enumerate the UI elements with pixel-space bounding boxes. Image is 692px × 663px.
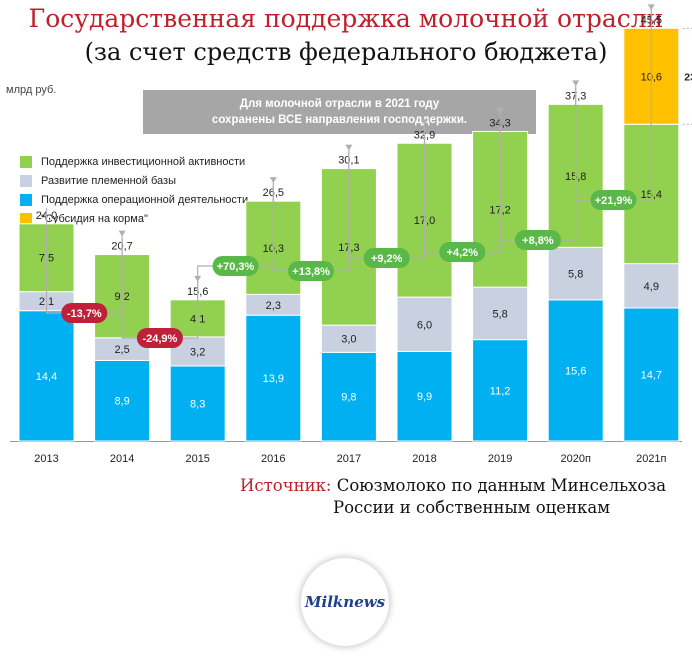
unit-label: млрд руб. <box>6 84 57 96</box>
change-bubble-label: -13,7% <box>67 308 102 320</box>
bar-value-label: 8,3 <box>190 398 205 410</box>
change-bubble <box>514 230 561 250</box>
change-bubble <box>288 261 335 281</box>
change-bubble-label: -24,9% <box>142 333 177 345</box>
legend-item-feed-subsidy: "Субсидия на корма" <box>20 209 248 228</box>
x-tick-label: 2016 <box>261 453 285 465</box>
legend-label: Развитие племенной базы <box>41 174 176 187</box>
bar-value-label: 3,2 <box>190 346 205 358</box>
x-tick-label: 2019 <box>488 453 512 465</box>
title-line-2: (за счет средств федерального бюджета) <box>84 38 608 66</box>
change-arrowhead <box>647 4 655 11</box>
bar-segment <box>320 351 377 442</box>
bar-segment <box>245 314 302 442</box>
change-bubble <box>363 248 410 268</box>
change-bubble <box>136 328 183 348</box>
change-bubble <box>590 190 637 210</box>
change-arrowhead <box>572 80 580 87</box>
bar-value-label: 4,9 <box>644 281 659 293</box>
bar-value-label: 9,9 <box>417 391 432 403</box>
change-bubble-label: +8,8% <box>522 235 554 247</box>
change-bubble-label: +70,3% <box>217 261 255 273</box>
bar-value-label: 5,8 <box>568 269 583 281</box>
share-label-bg <box>682 67 692 86</box>
x-tick-label: 2021п <box>636 453 666 465</box>
share-label: 23% <box>684 71 692 83</box>
source-label: Источник: <box>240 476 332 495</box>
bar-segment <box>472 339 529 442</box>
bar-segment <box>623 263 680 309</box>
change-bubble <box>61 303 108 323</box>
change-bubble-label: +4,2% <box>447 247 479 259</box>
legend-item-breeding: Развитие племенной базы <box>20 171 248 190</box>
info-banner: Для молочной отрасли в 2021 году сохране… <box>143 90 536 134</box>
change-bubble-label: +13,8% <box>292 266 330 278</box>
x-tick-label: 2017 <box>337 453 361 465</box>
bar-value-label: 8,9 <box>114 396 129 408</box>
bar-segment <box>623 307 680 442</box>
bar-segment <box>18 310 75 442</box>
legend-swatch <box>20 174 32 187</box>
change-bubble <box>212 256 259 276</box>
bar-segment <box>547 299 604 442</box>
legend-label: Поддержка операционной деятельности <box>41 193 249 206</box>
bar-value-label: 15,6 <box>565 365 586 377</box>
change-bubble-label: +21,9% <box>595 195 633 207</box>
banner-line-1: Для молочной отрасли в 2021 году <box>239 98 440 110</box>
change-arrowhead <box>118 230 126 237</box>
bar-value-label: 6,0 <box>417 319 432 331</box>
change-bubble-label: +9,2% <box>371 253 403 265</box>
x-tick-label: 2020п <box>560 453 590 465</box>
change-bubble <box>439 242 486 262</box>
source-line-2: России и собственным оценкам <box>333 498 611 517</box>
bar-value-label: 5,8 <box>492 308 507 320</box>
legend: Поддержка инвестиционной активности Разв… <box>20 152 248 228</box>
bar-value-label: 14,7 <box>641 369 662 381</box>
legend-swatch <box>20 155 32 168</box>
change-arrowhead <box>421 119 428 126</box>
legend-item-operational: Поддержка операционной деятельности <box>20 190 248 209</box>
change-arrowhead <box>345 144 353 151</box>
bar-segment <box>472 286 529 341</box>
logo-text: Milknews <box>304 593 386 611</box>
source-line-1: Союзмолоко по данным Минсельхоза <box>336 476 667 495</box>
source-note: Источник: Союзмолоко по данным Минсельхо… <box>240 475 666 519</box>
bar-value-label: 3,0 <box>341 334 356 346</box>
bar-segment <box>320 324 377 353</box>
bar-value-label: 14,4 <box>36 371 57 383</box>
x-tick-label: 2013 <box>34 453 58 465</box>
bar-segment <box>396 350 453 442</box>
legend-item-investment: Поддержка инвестиционной активности <box>20 152 248 171</box>
legend-swatch <box>20 212 32 225</box>
bar-value-label: 2,5 <box>114 344 129 356</box>
x-tick-label: 2014 <box>110 453 134 465</box>
bar-segment <box>169 365 226 442</box>
x-tick-label: 2015 <box>185 453 209 465</box>
legend-swatch <box>20 193 32 206</box>
x-tick-label: 2018 <box>412 453 436 465</box>
stacked-bar-chart: 14,42,17,524,020138,92,59,220,720148,33,… <box>10 4 692 465</box>
change-arrowhead <box>496 107 504 114</box>
milknews-logo: Milknews <box>301 558 389 646</box>
legend-label: Поддержка инвестиционной активности <box>41 155 246 168</box>
bar-value-label: 2,3 <box>266 300 281 312</box>
bar-segment <box>396 296 453 352</box>
legend-label: "Субсидия на корма" <box>41 212 148 225</box>
title-line-1: Государственная поддержка молочной отрас… <box>28 4 664 33</box>
change-arrowhead <box>269 177 277 184</box>
bar-value-label: 9,8 <box>341 392 356 404</box>
bar-segment <box>94 359 151 442</box>
bar-value-label: 11,2 <box>490 385 511 397</box>
banner-line-2: сохранены ВСЕ направления господдержки. <box>211 114 468 126</box>
bar-value-label: 13,9 <box>263 373 284 385</box>
